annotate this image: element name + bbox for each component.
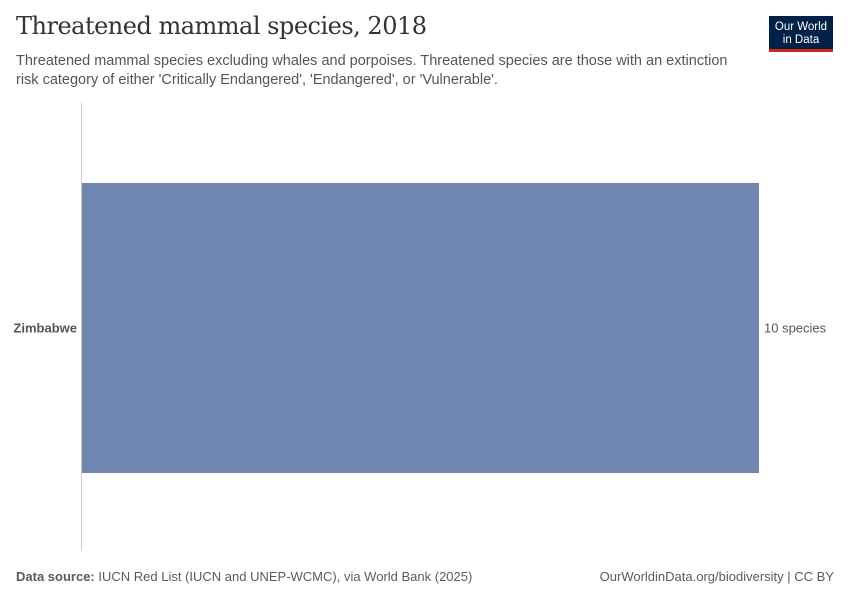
value-label: 10 species (764, 321, 827, 336)
chart-title: Threatened mammal species, 2018 (16, 12, 427, 40)
bar-zimbabwe[interactable] (82, 183, 759, 473)
logo-line-2: in Data (782, 33, 820, 46)
chart-subtitle: Threatened mammal species excluding whal… (16, 53, 728, 88)
owid-logo[interactable]: Our World in Data (769, 16, 833, 52)
data-source-label: Data source: (16, 569, 95, 584)
data-source-text: IUCN Red List (IUCN and UNEP-WCMC), via … (94, 569, 473, 584)
data-source: Data source: IUCN Red List (IUCN and UNE… (16, 569, 472, 584)
source-link[interactable]: OurWorldinData.org/biodiversity | CC BY (599, 569, 834, 584)
category-label: Zimbabwe (13, 321, 77, 336)
logo-line-1: Our World (774, 20, 828, 33)
